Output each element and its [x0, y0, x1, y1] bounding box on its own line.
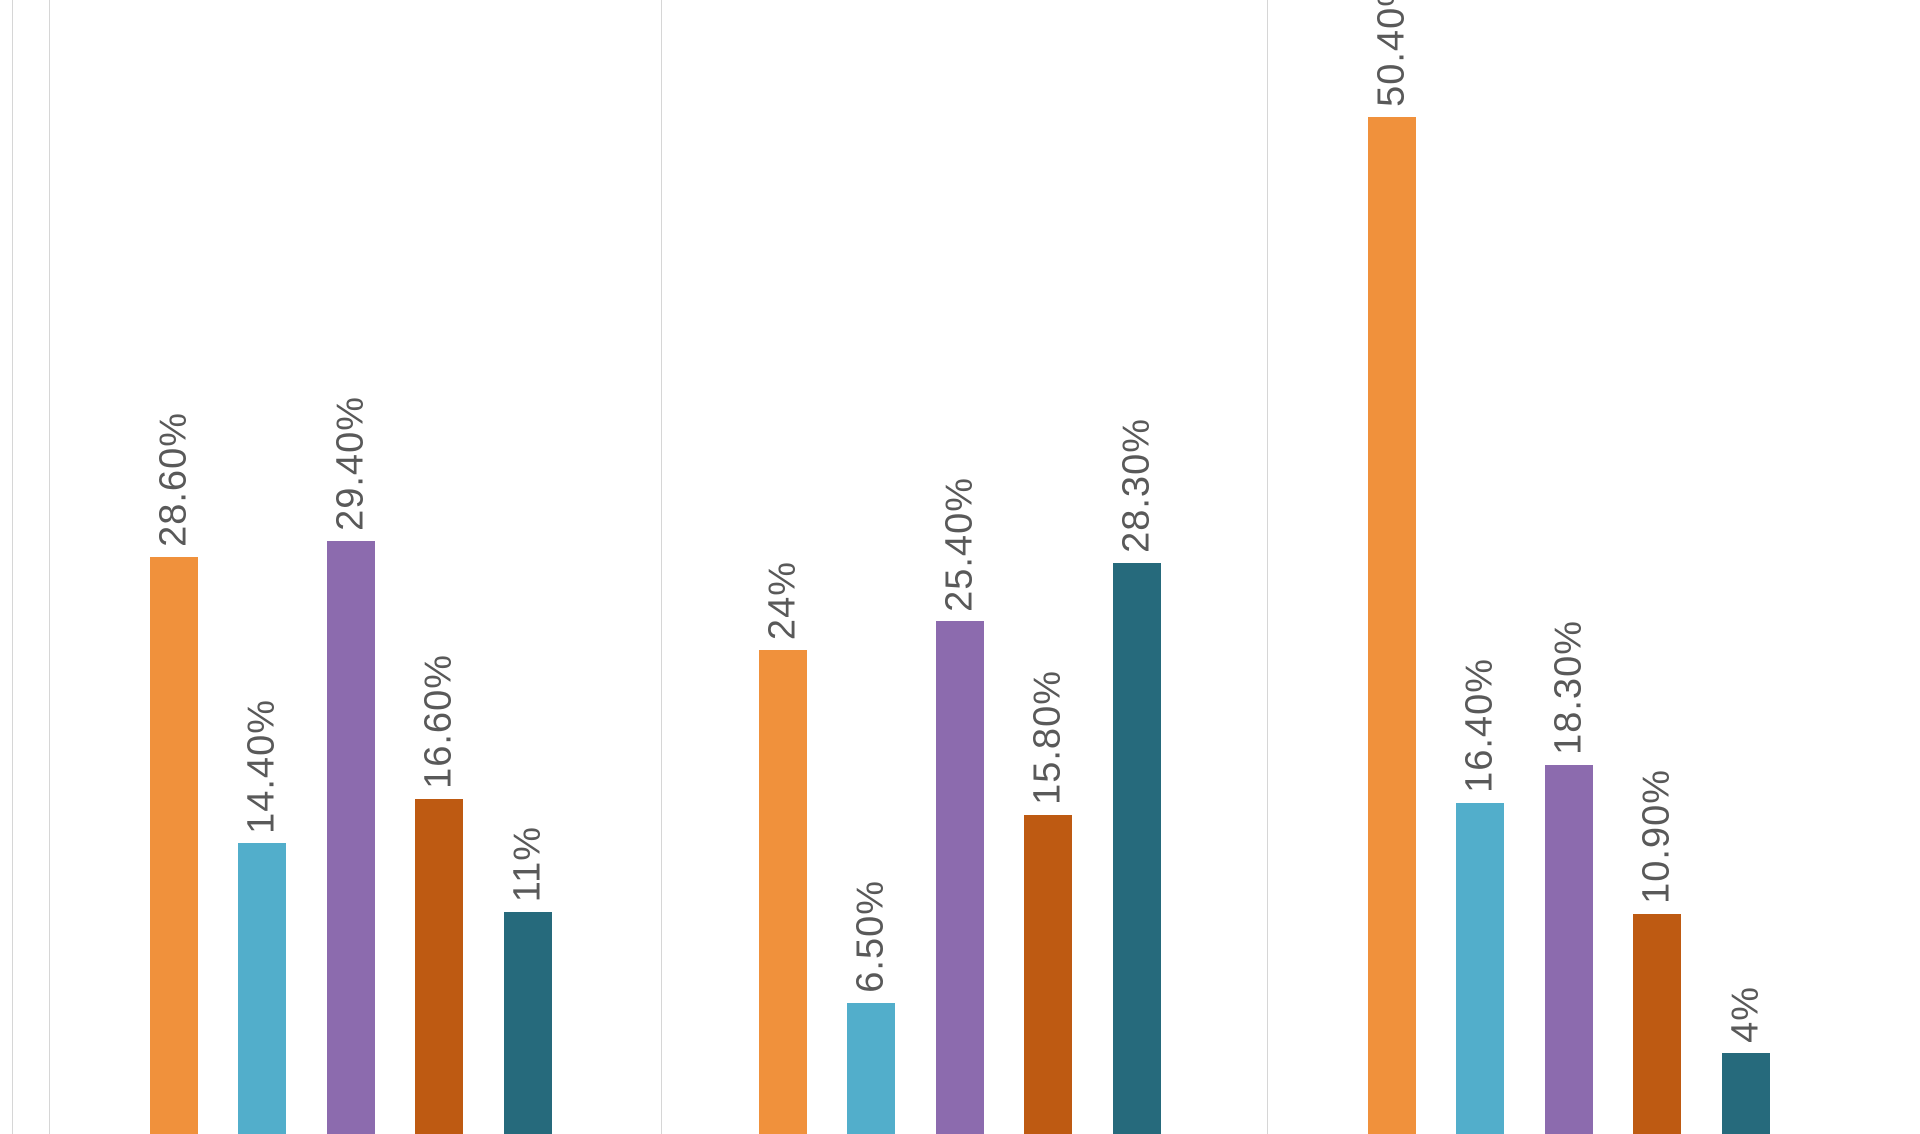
bar-orange [150, 556, 198, 1134]
bar-value-label: 4% [1724, 986, 1767, 1044]
bar-value-label: 24% [761, 560, 804, 640]
vertical-gridline [1267, 0, 1268, 1134]
vertical-gridline [49, 0, 50, 1134]
bar-value-label: 10.90% [1635, 769, 1678, 905]
vertical-gridline [12, 0, 13, 1134]
bar-dark-teal [1112, 562, 1161, 1134]
bar-light-blue [1456, 803, 1505, 1134]
bar-value-label: 11% [506, 825, 549, 903]
bar-light-blue [238, 843, 287, 1134]
bar-dark-teal [503, 912, 552, 1134]
bar-value-label: 6.50% [849, 880, 892, 993]
bar-purple [935, 621, 984, 1134]
bar-value-label: 29.40% [329, 395, 372, 531]
bar-value-label: 16.40% [1458, 658, 1501, 794]
vertical-gridline [661, 0, 662, 1134]
bar-purple [1544, 764, 1593, 1134]
bar-purple [326, 540, 375, 1134]
bar-value-label: 50.40% [1370, 0, 1413, 107]
bar-value-label: 18.30% [1547, 619, 1590, 755]
bar-value-label: 28.60% [152, 411, 195, 547]
bar-value-label: 15.80% [1026, 670, 1069, 806]
bar-dark-orange [1024, 815, 1073, 1134]
bar-light-blue [847, 1002, 896, 1134]
bar-orange [1368, 116, 1416, 1134]
bar-value-label: 14.40% [240, 698, 283, 834]
bar-dark-teal [1721, 1053, 1770, 1134]
bar-value-label: 25.40% [938, 476, 981, 612]
bar-dark-orange [415, 799, 464, 1134]
bar-orange [759, 649, 807, 1134]
bar-dark-orange [1633, 914, 1682, 1134]
bar-value-label: 16.60% [417, 654, 460, 790]
bar-value-label: 28.30% [1115, 418, 1158, 553]
